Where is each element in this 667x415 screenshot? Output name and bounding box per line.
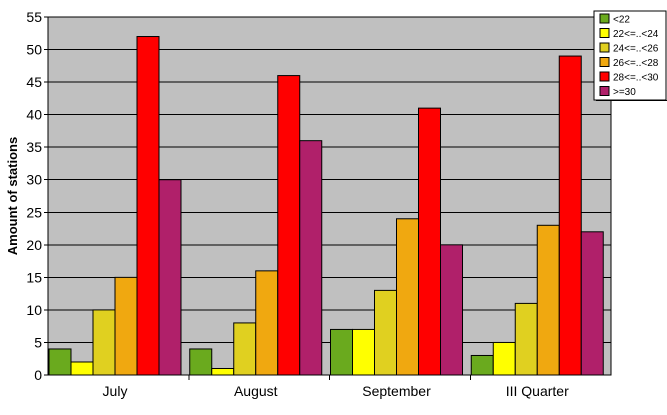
bar xyxy=(470,354,494,376)
bar xyxy=(233,322,257,376)
y-tick-label: 55 xyxy=(26,9,42,25)
y-axis-label: Amount of stations xyxy=(5,137,20,255)
legend-box xyxy=(593,10,667,101)
legend-label: 22<=..<24 xyxy=(613,29,659,40)
x-tick-label: July xyxy=(103,383,128,399)
bar xyxy=(352,328,375,376)
bar xyxy=(92,309,116,376)
bar xyxy=(536,224,560,376)
x-tick-label: September xyxy=(362,383,431,399)
bar xyxy=(189,348,213,376)
x-tick-label: August xyxy=(234,383,278,399)
bars-group xyxy=(48,36,604,376)
bar xyxy=(114,276,138,376)
y-tick-label: 20 xyxy=(26,237,42,253)
x-tick-label: III Quarter xyxy=(506,383,569,399)
bar xyxy=(158,179,182,376)
legend-shadow xyxy=(596,100,667,101)
legend-swatch xyxy=(599,13,610,24)
bar xyxy=(396,218,419,376)
y-tick-label: 45 xyxy=(26,74,42,90)
y-axis: 0 5 10 15 20 25 30 35 40 45 50 55 xyxy=(26,9,48,383)
bar xyxy=(255,270,279,376)
y-tick-label: 35 xyxy=(26,139,42,155)
bar xyxy=(440,244,463,376)
y-tick-label: 50 xyxy=(26,42,42,58)
bar xyxy=(374,289,397,376)
y-tick-label: 5 xyxy=(34,334,42,350)
y-tick-label: 0 xyxy=(34,367,42,383)
y-tick-label: 10 xyxy=(26,302,42,318)
bar xyxy=(492,341,516,376)
legend-swatch xyxy=(599,42,610,53)
legend-label: 24<=..<26 xyxy=(613,44,659,55)
bar xyxy=(211,367,235,376)
bar xyxy=(558,55,582,376)
legend-label: 28<=..<30 xyxy=(613,73,659,84)
bar xyxy=(48,348,72,376)
legend-swatch xyxy=(599,28,610,38)
legend-label: >=30 xyxy=(613,87,636,98)
x-axis: July August September III Quarter xyxy=(103,375,569,399)
bar xyxy=(70,361,94,376)
legend-swatch xyxy=(599,71,610,82)
bar xyxy=(514,302,538,376)
bar xyxy=(418,107,441,376)
bar xyxy=(580,231,604,376)
y-tick-label: 30 xyxy=(26,172,42,188)
bar xyxy=(136,36,160,376)
legend: <22 22<=..<24 24<=..<26 26<=..<28 28<=..<30 >… xyxy=(593,10,667,101)
y-tick-label: 15 xyxy=(26,269,42,285)
legend-swatch xyxy=(599,86,610,96)
y-tick-label: 25 xyxy=(26,204,42,220)
y-tick-label: 40 xyxy=(26,107,42,123)
legend-label: 26<=..<28 xyxy=(613,58,659,69)
bar xyxy=(277,75,301,376)
bar xyxy=(330,328,353,376)
bar xyxy=(299,140,323,376)
legend-swatch xyxy=(599,57,610,67)
legend-label: <22 xyxy=(613,15,630,26)
